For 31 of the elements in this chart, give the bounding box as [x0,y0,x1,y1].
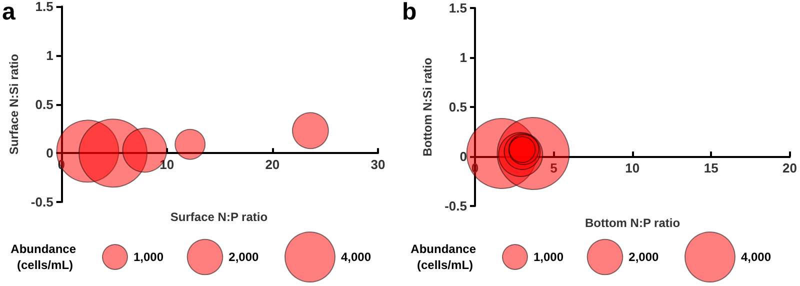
chart-title: a [2,0,16,26]
legend-label: 1,000 [534,250,564,264]
x-tick-label: 10 [160,157,174,172]
y-axis-title: Bottom N:Si ratio [420,58,435,156]
x-tick-label: 20 [782,160,798,176]
x-tick-label: 5 [550,160,558,176]
y-tick-label: 0.5 [35,96,54,112]
y-tick-label: -0.5 [30,194,54,210]
chart-title: b [402,0,417,26]
y-tick-label: 1.5 [35,0,54,14]
y-tick-label: 1 [46,48,54,63]
legend-label: 2,000 [228,250,260,264]
legend-title: Abundance (cells/mL) [410,242,480,272]
y-tick-label: 1 [460,50,467,65]
legend-label: 4,000 [341,250,372,264]
x-tick-label: 30 [370,157,386,172]
legend-title: Abundance (cells/mL) [10,242,80,272]
y-tick-label: 1.5 [448,0,467,16]
y-tick-label: 0.5 [448,100,467,114]
legend-label: 2,000 [628,250,660,264]
x-tick-label: 0 [58,157,65,172]
y-axis-title: Surface N:Si ratio [7,54,21,155]
x-tick-label: 10 [625,160,640,176]
y-tick-label: -0.5 [444,198,467,214]
legend-label: 4,000 [741,250,772,264]
x-tick-label: 20 [265,157,280,172]
x-axis-title: Surface N:P ratio [170,210,268,224]
x-axis-title: Bottom N:P ratio [584,216,680,230]
y-tick-label: 0 [46,146,54,161]
legend-label: 1,000 [134,250,164,264]
x-tick-label: 15 [704,160,718,176]
